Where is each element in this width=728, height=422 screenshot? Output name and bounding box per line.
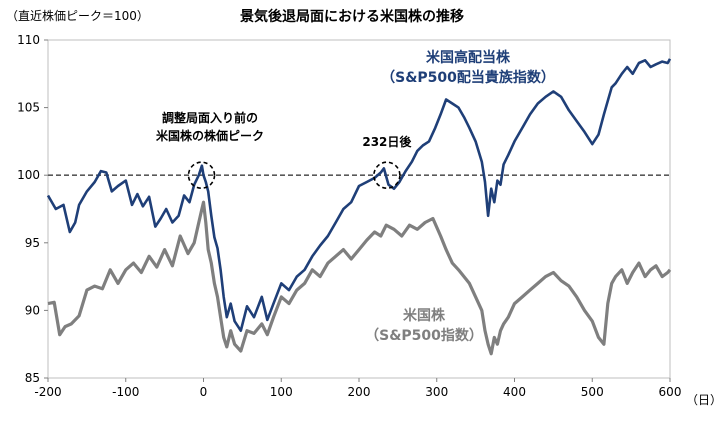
y-tick-label: 90 [25,303,40,317]
y-tick-label: 100 [17,168,40,182]
annotation-232-days: 232日後 [362,134,412,149]
chart-subtitle: （直近株価ピーク＝100） [6,8,149,23]
x-tick-label: -200 [34,385,61,399]
series-line-1 [47,200,672,356]
annotation-peak-line2: 米国株の株価ピーク [156,128,264,143]
x-tick-label: 200 [348,385,371,399]
x-tick-label: 300 [425,385,448,399]
chart-title: 景気後退局面における米国株の推移 [240,8,464,25]
plot-area [47,39,671,379]
x-tick-label: 500 [581,385,604,399]
y-tick-label: 110 [17,33,40,47]
series-label-1: 米国株 [403,307,446,324]
x-tick-label: -100 [112,385,139,399]
recovery-circle [373,161,401,189]
annotation-peak-line1: 調整局面入り前の [162,110,258,125]
peak-circle [187,161,216,189]
series-label-0: 米国高配当株 [426,49,511,66]
y-tick-label: 85 [25,371,40,385]
x-tick-label: 400 [503,385,526,399]
x-tick-label: 100 [270,385,293,399]
y-tick-label: 105 [17,101,40,115]
series-line-0 [46,58,672,332]
series-sublabel-0: （S&P500配当貴族指数） [381,69,555,86]
y-tick-label: 95 [25,236,40,250]
x-tick-label: 600 [659,385,682,399]
x-tick-label: 0 [200,385,208,399]
x-axis-label: （日） [686,393,722,407]
series-sublabel-1: （S&P500指数） [365,327,483,344]
